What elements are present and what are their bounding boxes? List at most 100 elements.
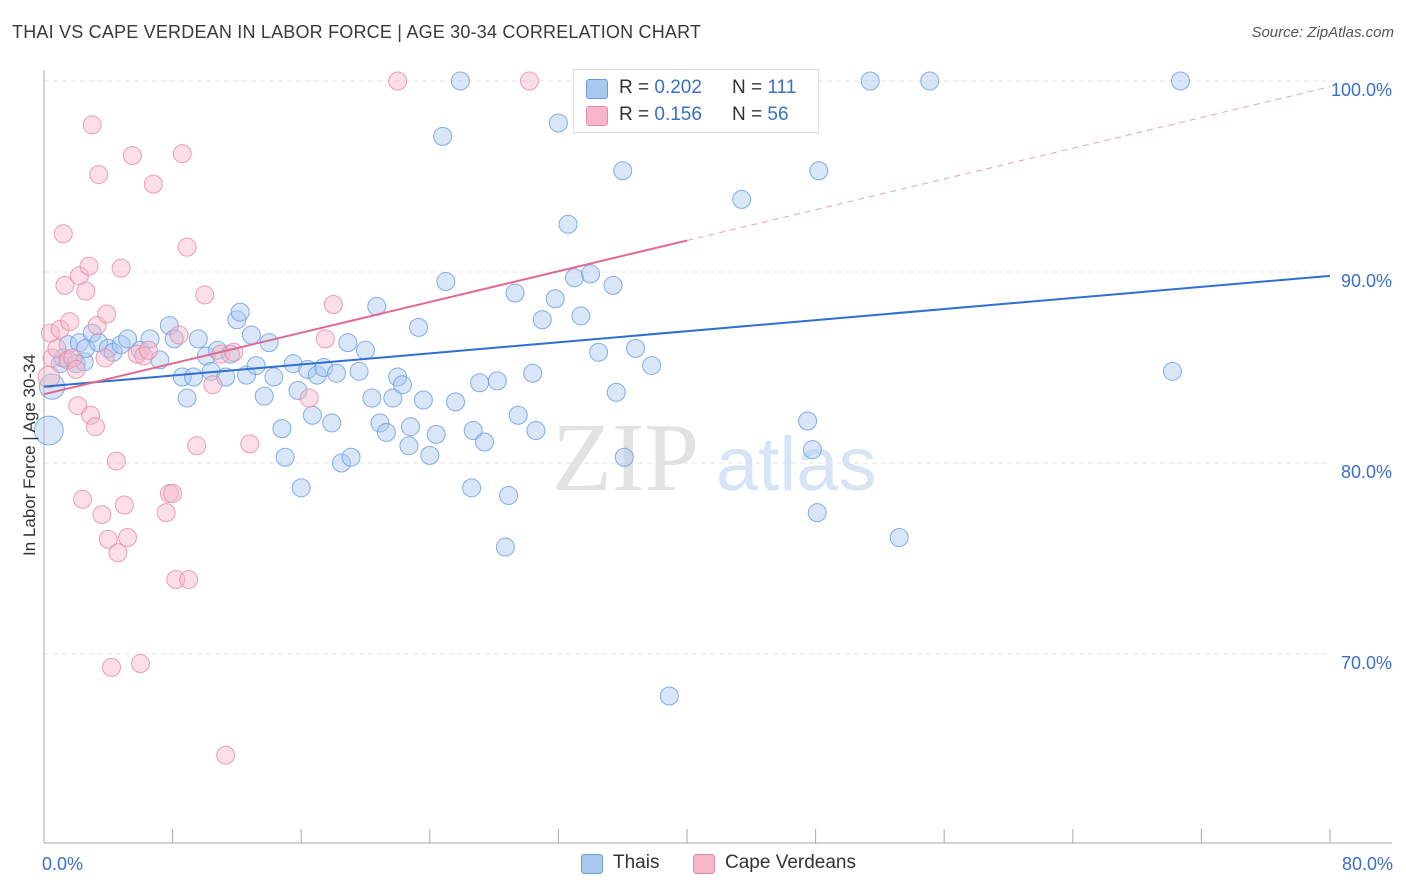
thais-point (642, 356, 662, 376)
thais-point (383, 388, 403, 408)
y-tick-label: 90.0% (1341, 271, 1392, 291)
thais-point (589, 342, 609, 362)
thais-point (376, 422, 396, 442)
cape-verdean-point (127, 344, 147, 364)
legend-n-cape-verdeans: N = 56 (732, 104, 789, 125)
thais-point (302, 405, 322, 425)
cape-verdean-point (92, 505, 112, 525)
thais-point (798, 411, 818, 431)
thais-point (183, 367, 203, 387)
correlation-legend: R = 0.202 N = 111 R = 0.156 N = 56 (573, 69, 819, 133)
thais-point (246, 356, 266, 376)
cape-verdean-point (122, 145, 142, 165)
x-tick-label: 80.0% (1342, 854, 1393, 874)
tick-labels: 70.0% 80.0% 90.0% 100.0% 0.0% 80.0% (42, 80, 1393, 874)
thais-point (420, 445, 440, 465)
thais-point (349, 361, 369, 381)
cape-verdean-point (130, 654, 150, 674)
thais-point (450, 71, 470, 91)
thais-point (150, 350, 170, 370)
cape-verdean-point (187, 436, 207, 456)
thais-point (606, 382, 626, 402)
thais-point (495, 537, 515, 557)
legend-r-cape-verdeans: R = 0.156 (619, 104, 702, 125)
cape-verdean-point (224, 342, 244, 362)
thais-point (446, 392, 466, 412)
series-cape-verdeans (37, 71, 539, 765)
cape-verdean-point (60, 312, 80, 332)
thais-point (860, 71, 880, 91)
thais-point (802, 440, 822, 460)
thais-point (254, 386, 274, 406)
thais-point (370, 413, 390, 433)
cape-verdean-point (98, 529, 118, 549)
cape-verdean-point (179, 570, 199, 590)
thais-point (118, 329, 138, 349)
thais-point (409, 317, 429, 337)
thais-point (920, 71, 940, 91)
thais-point (571, 306, 591, 326)
thais-point (399, 436, 419, 456)
cape-verdean-point (203, 375, 223, 395)
thais-point (487, 371, 507, 391)
thais-point (338, 333, 358, 353)
thais-point (532, 310, 552, 330)
thais-point (1171, 71, 1191, 91)
bottom-legend-label-cape-verdeans: Cape Verdeans (725, 852, 856, 873)
thais-point (220, 344, 240, 364)
thais-point (413, 390, 433, 410)
y-tick-label: 80.0% (1341, 462, 1392, 482)
cape-verdean-point (79, 256, 99, 276)
cape-verdean-point (42, 348, 62, 368)
thais-point (392, 375, 412, 395)
thais-point (526, 421, 546, 441)
thais-point (188, 329, 208, 349)
cape-verdean-point (172, 144, 192, 164)
thais-point (33, 415, 64, 446)
cape-verdean-point (118, 527, 138, 547)
thais-point (463, 421, 483, 441)
cape-verdean-point (114, 495, 134, 515)
watermark-zip: ZIP (552, 404, 699, 512)
thais-point (523, 363, 543, 383)
cape-verdean-point (55, 275, 75, 295)
cape-verdean-point (106, 451, 126, 471)
thais-point (614, 447, 634, 467)
thais-point (401, 417, 421, 437)
thais-point (499, 485, 519, 505)
cape-verdean-point (47, 338, 67, 358)
thais-point (227, 310, 247, 330)
watermark: ZIP atlas (552, 404, 877, 512)
cape-verdean-point (76, 281, 96, 301)
trend-line-cape-verdeans-extrapolated (686, 86, 1331, 241)
thais-point (505, 283, 525, 303)
watermark-atlas: atlas (716, 422, 877, 507)
thais-point (307, 365, 327, 385)
cape-verdean-point (97, 304, 117, 324)
thais-point (508, 405, 528, 425)
thais-point (327, 363, 347, 383)
cape-verdean-point (169, 325, 189, 345)
cape-verdean-point (216, 745, 236, 765)
thais-point (237, 365, 257, 385)
cape-verdean-point (82, 115, 102, 135)
thais-point (426, 424, 446, 444)
cape-verdean-point (50, 319, 70, 339)
cape-verdean-point (519, 71, 539, 91)
axes (43, 70, 1392, 844)
thais-point (291, 478, 311, 498)
thais-point (356, 340, 375, 360)
cape-verdean-point (95, 348, 115, 368)
cape-verdean-point (108, 543, 128, 563)
thais-point (548, 113, 568, 133)
cape-verdean-point (195, 285, 215, 305)
y-tick-label: 100.0% (1331, 80, 1392, 100)
y-tick-label: 70.0% (1341, 653, 1392, 673)
cape-verdean-point (63, 348, 83, 368)
thais-point (433, 126, 453, 146)
source-label: Source: ZipAtlas.com (1251, 24, 1394, 41)
cape-verdean-point (138, 340, 158, 360)
thais-point (322, 413, 342, 433)
thais-point (275, 447, 295, 467)
thais-point (558, 214, 578, 234)
